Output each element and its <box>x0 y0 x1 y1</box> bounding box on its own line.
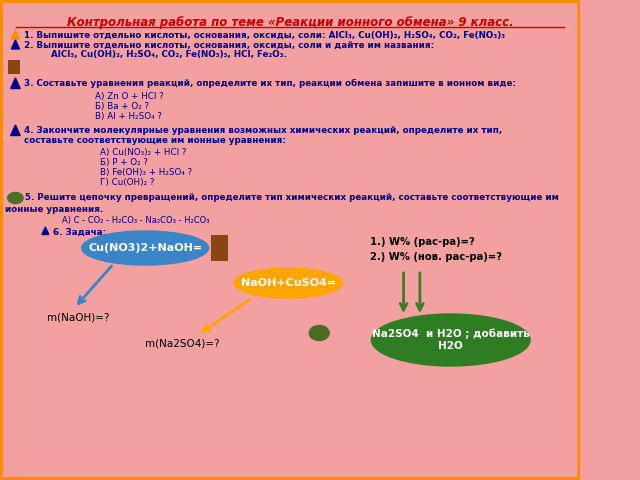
Text: 3. Составьте уравнения реакций, определите их тип, реакции обмена запишите в ион: 3. Составьте уравнения реакций, определи… <box>24 79 516 88</box>
Text: Na2SO4  и H2O ; добавить
H2O: Na2SO4 и H2O ; добавить H2O <box>372 329 530 351</box>
Text: ионные уравнения.: ионные уравнения. <box>4 205 103 214</box>
Polygon shape <box>12 40 19 49</box>
Polygon shape <box>11 78 20 88</box>
Text: NaOH+CuSO4=: NaOH+CuSO4= <box>241 278 336 288</box>
Text: А) C - CO₂ - H₂CO₃ - Na₂CO₃ - H₂CO₃: А) C - CO₂ - H₂CO₃ - Na₂CO₃ - H₂CO₃ <box>61 216 209 225</box>
Text: А) Cu(NO₃)₂ + HCl ?: А) Cu(NO₃)₂ + HCl ? <box>100 148 186 157</box>
Text: m(Na2SO4)=?: m(Na2SO4)=? <box>145 339 220 349</box>
Text: m(NaOH)=?: m(NaOH)=? <box>47 312 109 322</box>
FancyBboxPatch shape <box>211 235 228 261</box>
Text: 2. Выпишите отдельно кислоты, основания, оксиды, соли и дайте им названия:: 2. Выпишите отдельно кислоты, основания,… <box>24 41 434 50</box>
Polygon shape <box>12 30 19 39</box>
FancyBboxPatch shape <box>1 1 579 479</box>
Text: В) Al + H₂SO₄ ?: В) Al + H₂SO₄ ? <box>95 112 162 121</box>
Polygon shape <box>11 125 20 135</box>
Ellipse shape <box>82 231 209 265</box>
Text: Г) Cu(OH)₂ ?: Г) Cu(OH)₂ ? <box>100 178 154 187</box>
Ellipse shape <box>309 325 329 340</box>
FancyBboxPatch shape <box>8 60 20 74</box>
Text: 1. Выпишите отдельно кислоты, основания, оксиды, соли: AlCl₃, Cu(OH)₂, H₂SO₄, CO: 1. Выпишите отдельно кислоты, основания,… <box>24 31 505 40</box>
Text: 4. Закончите молекулярные уравнения возможных химических реакций, определите их : 4. Закончите молекулярные уравнения возм… <box>24 126 502 145</box>
Text: А) Zn O + HCl ?: А) Zn O + HCl ? <box>95 92 164 101</box>
Ellipse shape <box>371 314 530 366</box>
Text: 6. Задача:: 6. Задача: <box>52 228 106 237</box>
Text: Cu(NO3)2+NaOH=: Cu(NO3)2+NaOH= <box>88 243 202 253</box>
Text: Контрольная работа по теме «Реакции ионного обмена» 9 класс.: Контрольная работа по теме «Реакции ионн… <box>67 16 513 29</box>
Ellipse shape <box>234 268 343 298</box>
Text: Б) P + O₂ ?: Б) P + O₂ ? <box>100 158 148 167</box>
Text: В) Fe(OH)₃ + H₂SO₄ ?: В) Fe(OH)₃ + H₂SO₄ ? <box>100 168 192 177</box>
Text: 1.) W% (рас-ра)=?: 1.) W% (рас-ра)=? <box>370 237 475 247</box>
Text: AlCl₃, Cu(OH)₂, H₂SO₄, CO₂, Fe(NO₃)₃, HCl, Fe₂O₃.: AlCl₃, Cu(OH)₂, H₂SO₄, CO₂, Fe(NO₃)₃, HC… <box>24 50 287 59</box>
Polygon shape <box>42 227 49 235</box>
Text: Б) Ba + O₂ ?: Б) Ba + O₂ ? <box>95 102 149 111</box>
Text: 5. Решите цепочку превращений, определите тип химических реакций, составьте соот: 5. Решите цепочку превращений, определит… <box>26 193 559 202</box>
Ellipse shape <box>8 192 23 204</box>
Text: 2.) W% (нов. рас-ра)=?: 2.) W% (нов. рас-ра)=? <box>370 252 502 262</box>
